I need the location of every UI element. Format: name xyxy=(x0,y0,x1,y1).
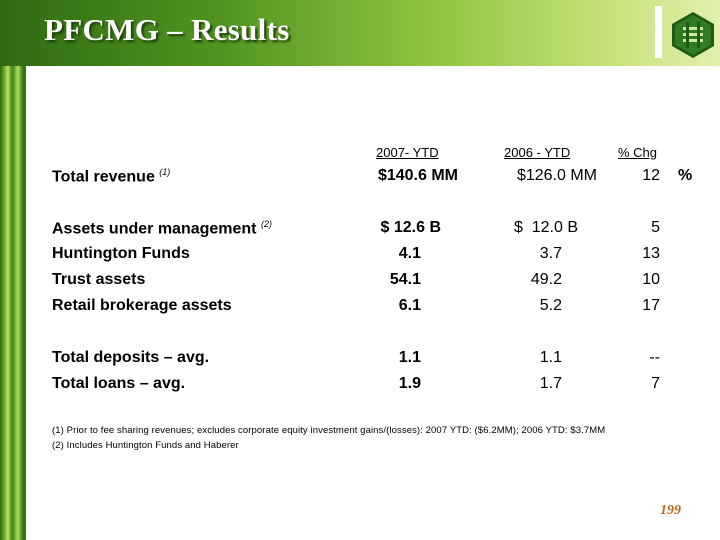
footnote-2: (2) Includes Huntington Funds and Habere… xyxy=(52,440,239,451)
percent-sign: % xyxy=(678,167,693,184)
row-label: Total loans – avg. xyxy=(52,375,186,392)
value-2006: $ 12.0 B xyxy=(513,219,578,236)
row-label: Trust assets xyxy=(52,271,146,288)
row-label: Retail brokerage assets xyxy=(52,297,232,314)
value-2006: $126.0 MM xyxy=(516,167,597,184)
table-row: Retail brokerage assets 6.1 5.2 17 xyxy=(52,297,702,319)
row-label: Total deposits – avg. xyxy=(52,349,210,366)
value-2006: 1.1 xyxy=(539,349,562,366)
value-pct-chg: 13 xyxy=(642,245,660,262)
table-row: Assets under management (2) $ 12.6 B $ 1… xyxy=(52,219,702,241)
column-header-pct-chg: % Chg xyxy=(618,145,658,160)
value-pct-chg: 5 xyxy=(651,219,660,236)
value-2007: 1.9 xyxy=(398,375,421,392)
value-2007: 1.1 xyxy=(398,349,421,366)
column-header-2007: 2007- YTD xyxy=(376,145,439,160)
value-2006: 3.7 xyxy=(539,245,562,262)
footnote-1: (1) Prior to fee sharing revenues; exclu… xyxy=(52,425,606,436)
left-stripe-decoration xyxy=(0,0,26,540)
value-2007: 54.1 xyxy=(389,271,421,288)
page-number: 199 xyxy=(660,503,681,518)
table-row: Total loans – avg. 1.9 1.7 7 xyxy=(52,375,702,397)
row-label: Huntington Funds xyxy=(52,245,190,262)
table-row: Trust assets 54.1 49.2 10 xyxy=(52,271,702,293)
value-2007: $ 12.6 B xyxy=(380,219,441,236)
value-2007: 6.1 xyxy=(398,297,421,314)
value-pct-chg: 10 xyxy=(642,271,660,288)
divider-bar xyxy=(655,6,663,58)
value-2006: 1.7 xyxy=(539,375,562,392)
value-pct-chg: 7 xyxy=(651,375,660,392)
title-banner: PFCMG – Results xyxy=(0,0,720,66)
row-label: Total revenue (1) xyxy=(52,167,171,186)
column-header-2006: 2006 - YTD xyxy=(504,145,571,160)
slide-title: PFCMG – Results xyxy=(44,12,290,47)
huntington-logo-icon xyxy=(672,12,714,58)
value-pct-chg: -- xyxy=(649,349,660,366)
value-pct-chg: 12 xyxy=(642,167,660,184)
row-label: Assets under management (2) xyxy=(52,219,272,238)
value-pct-chg: 17 xyxy=(642,297,660,314)
value-2007: $140.6 MM xyxy=(377,167,458,184)
value-2007: 4.1 xyxy=(398,245,421,262)
table-row: Total deposits – avg. 1.1 1.1 -- xyxy=(52,349,702,371)
value-2006: 49.2 xyxy=(530,271,562,288)
value-2006: 5.2 xyxy=(539,297,562,314)
table-row: Huntington Funds 4.1 3.7 13 xyxy=(52,245,702,267)
table-row: Total revenue (1) $140.6 MM $126.0 MM 12… xyxy=(52,167,702,189)
